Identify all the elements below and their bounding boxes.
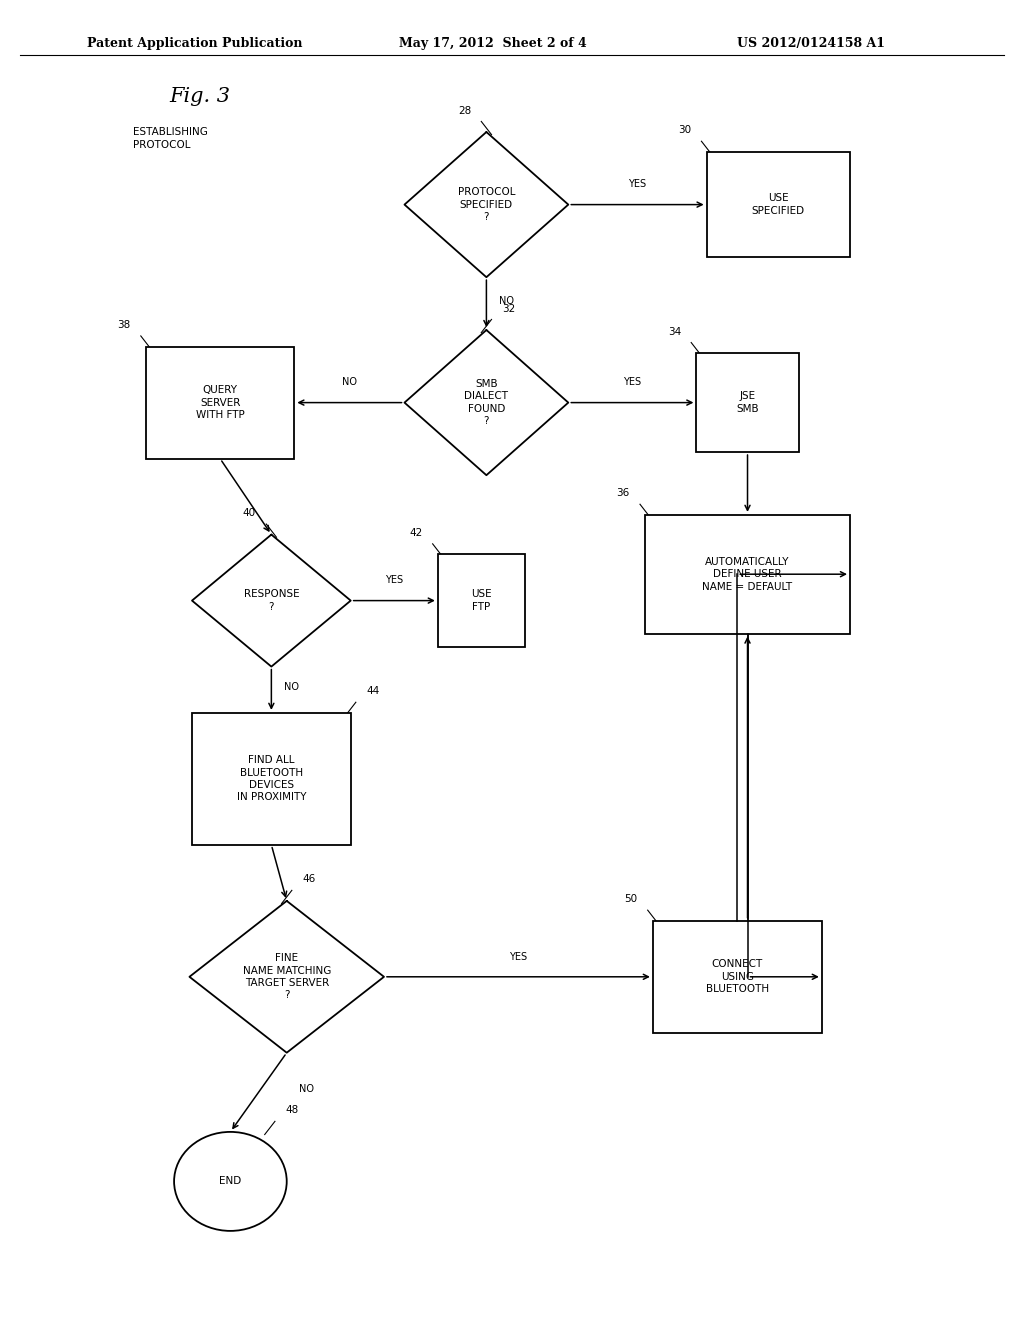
Text: USE
FTP: USE FTP [471,590,492,611]
Text: 40: 40 [243,508,256,519]
Text: CONNECT
USING
BLUETOOTH: CONNECT USING BLUETOOTH [706,960,769,994]
Text: FINE
NAME MATCHING
TARGET SERVER
?: FINE NAME MATCHING TARGET SERVER ? [243,953,331,1001]
Text: NO: NO [342,378,357,388]
Ellipse shape [174,1133,287,1230]
Text: USE
SPECIFIED: USE SPECIFIED [752,194,805,215]
Text: AUTOMATICALLY
DEFINE USER
NAME = DEFAULT: AUTOMATICALLY DEFINE USER NAME = DEFAULT [702,557,793,591]
Text: 30: 30 [678,125,691,136]
Text: 36: 36 [616,488,630,499]
Text: PROTOCOL
SPECIFIED
?: PROTOCOL SPECIFIED ? [458,187,515,222]
Text: END: END [219,1176,242,1187]
Text: JSE
SMB: JSE SMB [736,392,759,413]
Text: 32: 32 [502,304,515,314]
Text: Patent Application Publication: Patent Application Publication [87,37,302,50]
Text: YES: YES [385,576,403,586]
Text: QUERY
SERVER
WITH FTP: QUERY SERVER WITH FTP [196,385,245,420]
Text: NO: NO [499,296,514,306]
Text: NO: NO [299,1084,314,1094]
Text: SMB
DIALECT
FOUND
?: SMB DIALECT FOUND ? [465,379,508,426]
Text: 46: 46 [302,874,315,884]
Text: 28: 28 [458,106,471,116]
Bar [438,554,524,647]
Bar [696,354,799,451]
Text: 42: 42 [410,528,422,539]
Text: 34: 34 [668,326,681,337]
Text: YES: YES [509,952,527,962]
Text: ESTABLISHING
PROTOCOL: ESTABLISHING PROTOCOL [133,127,208,150]
Text: 48: 48 [285,1105,298,1115]
Text: 38: 38 [118,319,131,330]
Bar [146,347,295,459]
Text: NO: NO [284,681,299,692]
Bar [653,921,821,1032]
Text: May 17, 2012  Sheet 2 of 4: May 17, 2012 Sheet 2 of 4 [399,37,587,50]
Text: YES: YES [629,180,646,190]
Text: 44: 44 [367,686,379,697]
Bar [193,713,350,845]
Text: RESPONSE
?: RESPONSE ? [244,590,299,611]
Text: Fig. 3: Fig. 3 [169,87,230,106]
Text: 50: 50 [625,894,637,904]
Text: US 2012/0124158 A1: US 2012/0124158 A1 [737,37,886,50]
Bar [707,152,850,257]
Text: FIND ALL
BLUETOOTH
DEVICES
IN PROXIMITY: FIND ALL BLUETOOTH DEVICES IN PROXIMITY [237,755,306,803]
Text: YES: YES [624,378,641,388]
Bar [645,515,850,634]
